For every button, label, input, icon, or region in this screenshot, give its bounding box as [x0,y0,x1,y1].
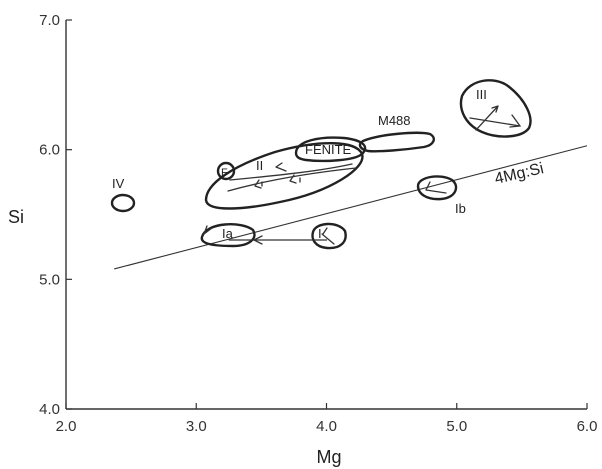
trend-ib-marks [425,181,447,194]
trend-ii-tick-1 [254,179,262,189]
fields-group [110,79,532,250]
field-label-m488: M488 [378,113,411,128]
trend-ii-line [227,167,357,192]
field-label-ii: II [256,158,263,173]
field-m488-outline [358,131,435,153]
x-tick-label: 6.0 [577,418,598,435]
y-axis-label: Si [8,207,24,227]
x-tick-label: 2.0 [56,418,77,435]
field-fenite-outline [294,136,367,163]
field-f-outline [216,161,236,181]
reference-line-label: 4Mg:Si [493,160,545,188]
field-iv-outline [110,193,136,213]
field-iii-outline [459,79,532,138]
trend-iii-lines [469,105,522,131]
y-tick-label: 4.0 [39,401,60,418]
field-ib-outline [416,175,458,201]
trend-ii-arrow-3 [275,162,287,172]
y-tick-label: 7.0 [39,12,60,29]
x-tick-label: 5.0 [446,418,467,435]
y-tick-label: 6.0 [39,142,60,159]
field-label-i: I [318,226,322,241]
reference-line-4mg-si [114,145,588,270]
trend-ii-tick-2 [289,174,297,184]
field-label-iv: IV [112,176,125,191]
trend-i-to-ia-arrowhead [253,235,263,245]
axis-ticks: 2.0 3.0 4.0 5.0 6.0 4.0 5.0 6.0 7.0 [39,12,597,435]
field-label-ia: Ia [222,226,234,241]
y-tick-label: 5.0 [39,271,60,288]
field-label-iii: III [476,87,487,102]
trend-ii-line-2 [229,163,353,181]
x-tick-label: 3.0 [186,418,207,435]
field-i-outline [311,222,347,250]
trend-i-marks [321,227,335,245]
axes [65,20,587,410]
field-label-ib: Ib [455,201,466,216]
trend-ia-arrow [203,225,213,235]
field-label-f: F [221,167,228,179]
field-label-fenite: FENITE [305,142,352,157]
x-tick-label: 4.0 [316,418,337,435]
trend-ii-stars [261,177,301,187]
x-axis-label: Mg [316,447,341,467]
